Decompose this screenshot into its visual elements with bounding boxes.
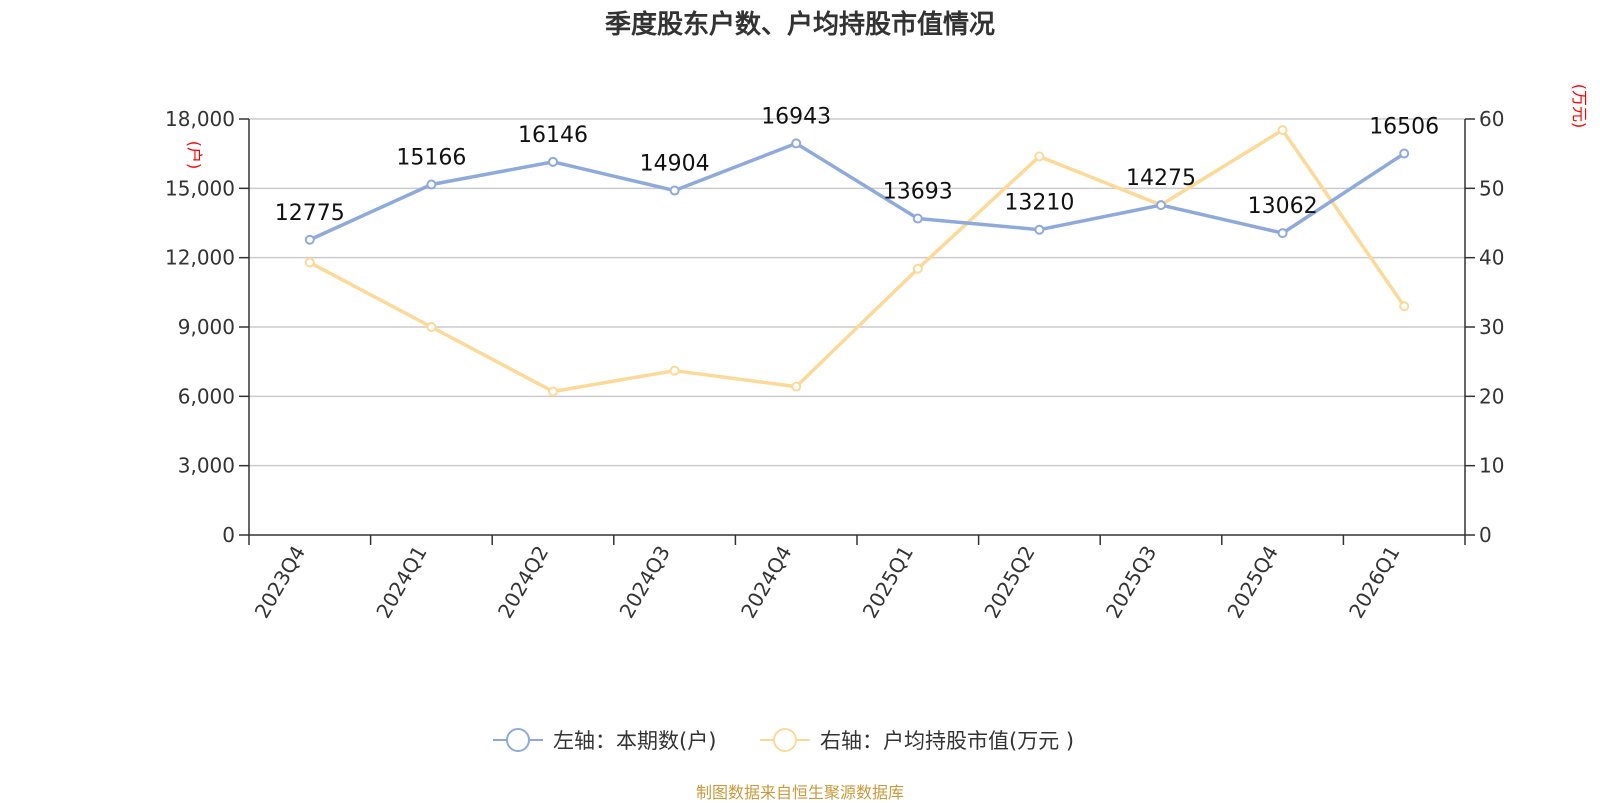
axis-layer: 0 3,000 6,000 9,000 12,000 15,000 18,000 0 10 20 3… [165,84,1589,622]
right-series-point [669,365,680,376]
right-series-point [1034,151,1045,162]
right-axis-tick-label: 50 [1479,176,1504,200]
left-series-point [791,138,802,149]
left-axis-unit: (户) [185,141,204,170]
x-axis-label: 2025Q2 [979,542,1039,623]
data-label: 13210 [1004,191,1074,216]
right-series-point [426,322,437,332]
data-label: 16506 [1369,115,1439,140]
right-series-point [791,381,802,392]
left-axis-tick-label: 6,000 [178,384,235,408]
data-label: 13693 [883,180,953,205]
legend-marker-circle [773,728,797,752]
right-axis-tick-label: 40 [1479,246,1504,270]
left-axis-tick-label: 18,000 [165,107,235,131]
x-axis-label: 2024Q3 [614,542,674,623]
left-axis-tick-label: 9,000 [178,315,235,339]
left-series-point [426,179,437,190]
label-layer: 12775 15166 16146 14904 16943 13693 13210 14275… [275,104,1439,225]
left-series-point [1034,224,1045,235]
left-series-line [309,141,1406,242]
right-axis-tick-label: 30 [1479,315,1504,339]
data-label: 16146 [518,123,588,148]
right-series-point [1277,125,1288,136]
left-series-point [1156,200,1166,211]
legend: 左轴：本期数(户) 右轴：户均持股市值(万元 ) [493,728,1074,753]
series-layer [304,125,1410,397]
data-label: 12775 [275,201,345,226]
x-axis-label: 2025Q1 [858,542,918,623]
right-series-point [304,257,315,268]
source-note: 制图数据来自恒生聚源数据库 [695,783,904,802]
x-axis-label: 2026Q1 [1344,542,1404,623]
data-label: 14275 [1126,166,1196,191]
legend-label: 左轴：本期数(户) [553,729,716,753]
x-axis-label: 2025Q3 [1101,542,1161,623]
left-axis-tick-label: 12,000 [165,246,235,270]
legend-marker-circle [506,728,530,752]
right-series-point [912,263,923,274]
x-axis-label: 2024Q1 [371,542,431,623]
x-axis-label: 2024Q4 [736,542,796,623]
left-series-point [912,213,923,224]
legend-label: 右轴：户均持股市值(万元 ) [820,729,1074,753]
x-axis-label: 2024Q2 [493,542,553,623]
x-axis-label: 2023Q4 [250,542,310,623]
chart-title: 季度股东户数、户均持股市值情况 [604,10,995,40]
right-axis-tick-label: 20 [1479,384,1504,408]
left-axis-tick-label: 3,000 [178,454,235,478]
data-label: 15166 [396,145,466,170]
left-series-point [304,234,315,245]
data-label: 13062 [1248,194,1318,219]
left-series-point [669,185,680,196]
right-axis-unit: (万元) [1570,84,1589,129]
left-series-point [1399,148,1410,159]
right-series-line [308,128,1406,394]
left-series-point [1277,228,1288,239]
right-axis-tick-label: 60 [1479,107,1504,131]
x-axis-label: 2025Q4 [1222,542,1282,623]
right-series-point [1399,301,1410,312]
grid-layer [249,118,1465,467]
right-series-point [548,386,558,397]
data-label: 14904 [640,152,710,177]
left-axis-tick-label: 0 [222,523,235,547]
left-axis-tick-label: 15,000 [165,176,235,200]
data-label: 16943 [761,104,831,129]
right-axis-tick-label: 10 [1479,454,1504,478]
right-axis-tick-label: 0 [1479,523,1492,547]
left-series-point [548,156,558,167]
